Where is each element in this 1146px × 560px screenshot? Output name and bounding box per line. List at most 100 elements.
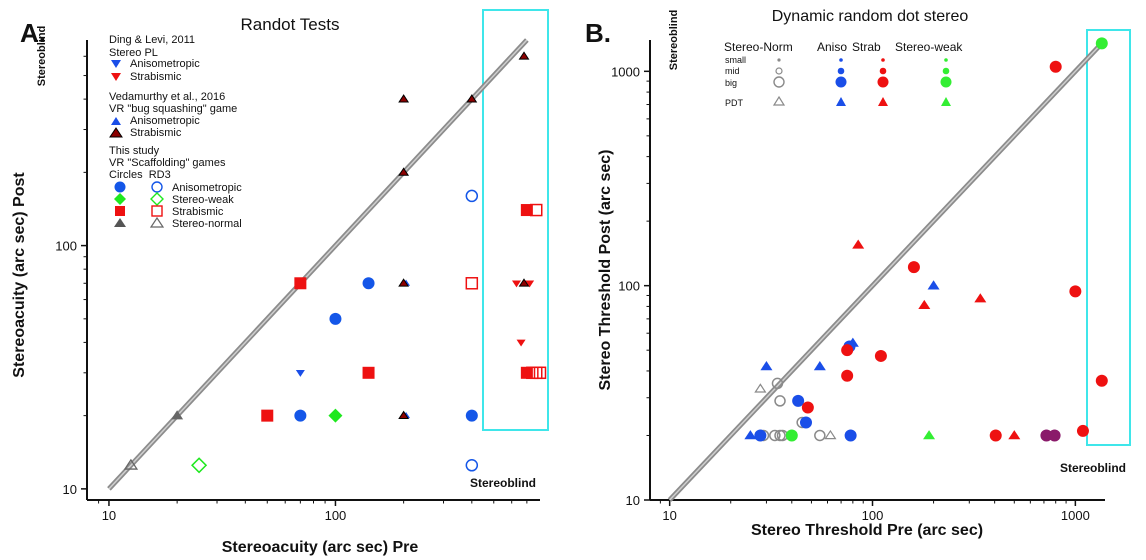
panel-a-title: Randot Tests [241,15,340,34]
panel-b-data-point [1069,285,1082,298]
panel-a-data-point [398,410,410,419]
legend-a-g3-aniso-filled [114,181,126,193]
panel-b-axes [649,40,1105,501]
panel-b-title: Dynamic random dot stereo [772,8,969,25]
legend-b-aniso-big [835,76,847,88]
panel-b-data-point [1076,424,1089,437]
panel-b-data-point [769,429,781,442]
panel-a-data-point [518,278,530,287]
panel-b-x-label: Stereo Threshold Pre (arc sec) [751,522,983,539]
panel-b-stereoblind-x-label: Stereoblind [1060,461,1126,475]
panel-b-data-point [974,293,987,303]
legend-a-g3-aniso-label: Anisometropic [172,182,242,194]
legend-b-row-pdt: PDT [725,98,744,108]
legend-a-g3-strab-filled [115,206,125,216]
legend-a-g1-aniso-label: Anisometropic [130,58,200,70]
panel-b-data-point [1095,374,1108,387]
panel-b-x-tick-label: 1000 [1061,508,1090,523]
panel-a-letter: A. [20,18,46,48]
legend-a-g1-aniso-marker [111,60,121,68]
legend-b-norm-pdt [772,95,786,106]
legend-a-g3-weak-label: Stereo-weak [172,194,234,206]
panel-b-data-point [989,429,1002,442]
panel-b-data-point [824,429,837,440]
panel-b-y-tick-label: 100 [618,279,640,294]
legend-b-col-norm: Stereo-Norm [724,40,793,54]
panel-a-x-label: Stereoacuity (arc sec) Pre [222,539,419,556]
panel-b-data-point [923,430,936,440]
legend-a-g3-normal-open [149,216,165,228]
legend-a-g3-weak-filled [114,193,126,205]
legend-b-row-small: small [725,55,746,65]
panel-b-data-point [1049,60,1062,73]
panel-a-data-point [294,409,307,422]
panel-a-data-point [518,51,530,60]
legend-a-g2-aniso-marker [111,117,121,125]
legend-b-col-strab: Strab [852,40,881,54]
panel-b-stereoblind-box [1086,29,1131,446]
legend-b-weak-big [940,76,952,88]
panel-b: B. Dynamic random dot stereo Stereo Thre… [585,8,1131,539]
panel-b-data-point [1048,429,1061,442]
panel-b-data-point [874,349,887,362]
legend-a-g2-strab-marker [109,127,123,138]
legend-a-g1-sub: Stereo PL [109,47,158,59]
legend-a-g2-title: Vedamurthy et al., 2016 [109,91,225,103]
panel-b-data-point [844,429,857,442]
legend-b-col-weak: Stereo-weak [895,40,963,54]
panel-b-data-point [771,377,784,390]
panel-b-marks [667,37,1108,502]
panel-a-data-point [465,459,479,472]
panel-a-data-point [533,366,547,380]
panel-a-stereoblind-y-label: Stereoblind [36,26,48,87]
legend-b-weak-small [944,58,948,62]
panel-a-stereoblind-box [482,9,549,431]
legend-b-strab-small [881,58,885,62]
panel-b-legend: Stereo-Norm Aniso Strab Stereo-weak smal… [724,40,963,108]
panel-b-data-point [744,430,757,440]
panel-b-data-point [799,416,812,429]
panel-b-stereoblind-y-label: Stereoblind [668,10,680,71]
legend-b-weak-pdt [941,97,951,106]
panel-b-data-point [774,395,786,407]
panel-a-data-point [520,204,533,217]
panel-a-marks [107,38,547,491]
legend-b-norm-mid [775,67,783,75]
panel-a-ticks: 10 100 10 100 [55,55,528,523]
legend-a-g3-strab-label: Strabismic [172,206,224,218]
panel-a: A. Randot Tests Stereoacuity (arc sec) P… [11,9,549,556]
panel-a-data-point [295,369,305,377]
panel-b-y-tick-label: 10 [626,493,640,508]
legend-a-g2-sub: VR "bug squashing" game [109,103,237,115]
panel-a-data-point [294,277,307,290]
legend-a-g3-title: This study [109,145,160,157]
panel-b-data-point [785,429,798,442]
legend-a-g1-title: Ding & Levi, 2011 [109,34,195,46]
legend-a-g3-strab-open [151,205,163,217]
legend-b-strab-mid [879,67,887,75]
panel-b-data-point [813,361,826,371]
panel-a-data-point [465,409,478,422]
panel-a-data-point [512,280,522,288]
legend-b-col-aniso: Aniso [817,40,847,54]
panel-b-data-point [1095,37,1108,50]
panel-b-data-point [852,239,865,249]
panel-b-data-point [754,383,767,393]
panel-a-stereoblind-x-label: Stereoblind [470,476,536,490]
panel-b-data-point [792,394,805,407]
legend-a-g1-strab-label: Strabismic [130,71,182,83]
panel-a-data-point [398,94,410,103]
panel-a-data-point [516,339,526,347]
panel-a-data-point [362,366,375,379]
panel-a-x-tick-label: 10 [102,508,116,523]
panel-b-data-point [814,429,826,442]
panel-b-y-tick-label: 1000 [611,64,640,79]
panel-a-y-tick-label: 10 [63,482,77,497]
legend-b-strab-pdt [878,97,888,106]
panel-a-data-point [171,410,184,420]
panel-b-data-point [846,337,859,347]
panel-b-data-point [927,280,940,290]
legend-a-g2-aniso-label: Anisometropic [130,115,200,127]
legend-a-g3-normal-label: Stereo-normal [172,218,242,230]
